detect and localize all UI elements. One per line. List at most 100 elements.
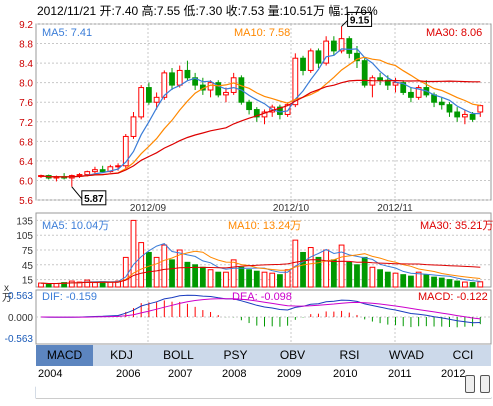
year-label: 2006 (116, 368, 141, 380)
volume-bar (199, 266, 206, 288)
year-label: 2004 (38, 368, 63, 380)
volume-bar (130, 219, 137, 288)
candle-body (415, 87, 422, 98)
macd-dea-label: DEA: -0.098 (232, 291, 292, 303)
volume-bar (253, 270, 260, 288)
candle-body (400, 82, 407, 93)
range-handle-right[interactable] (480, 375, 490, 393)
candle-body (107, 166, 114, 173)
volume-bar (269, 272, 276, 288)
tab-obv[interactable]: OBV (279, 348, 306, 362)
candle-body (300, 57, 306, 71)
volume-tick-label: 45 (22, 261, 34, 272)
candle-body (76, 174, 83, 177)
candle-body (99, 169, 106, 173)
indicator-tab-bar: MACD KDJ BOLL PSY OBV RSI WVAD CCI (36, 345, 491, 366)
candle-body (369, 77, 376, 86)
tab-cci[interactable]: CCI (452, 348, 474, 362)
range-handle-left[interactable] (465, 375, 475, 393)
candle-body (446, 104, 453, 113)
price-ma10-label: MA10: 7.58 (234, 27, 291, 39)
timeline-scroller[interactable]: 2004 2006 2007 2008 2009 2010 2011 2012 (36, 366, 491, 399)
price-tick-label: 5.6 (19, 196, 33, 207)
volume-tick-label: 15 (22, 276, 34, 287)
candle-body (408, 91, 414, 98)
tab-rsi[interactable]: RSI (339, 348, 360, 362)
volume-bar (122, 256, 129, 288)
volume-bar (92, 282, 98, 288)
candle-body (92, 169, 98, 173)
candle-body (161, 72, 168, 98)
price-panel-frame (35, 23, 492, 201)
low-price-callout: 5.87 (84, 194, 104, 205)
volume-bar (315, 256, 322, 288)
volume-bar (400, 274, 407, 288)
volume-bar (161, 244, 168, 288)
volume-bar (346, 261, 353, 288)
candle-body (454, 111, 461, 118)
volume-bar (68, 280, 75, 288)
volume-ma5-label: MA5: 10.04万 (42, 220, 110, 232)
volume-unit-label: x (4, 283, 9, 294)
volume-bar (76, 281, 83, 288)
candle-body (122, 135, 129, 167)
ma10-line (40, 56, 481, 178)
tab-boll[interactable]: BOLL (163, 348, 194, 362)
volume-tick-label: 135 (16, 216, 33, 227)
volume-bars (38, 219, 484, 288)
low-price-callout-box (81, 190, 107, 206)
candle-body (361, 60, 368, 86)
volume-bar (277, 274, 283, 288)
volume-bar (454, 280, 461, 288)
candle-body (338, 38, 345, 52)
macd-tick-label: 0.000 (8, 313, 33, 324)
price-tick-label: 6.4 (19, 157, 33, 168)
volume-bar (261, 271, 268, 288)
volume-bar (307, 247, 314, 288)
volume-bar (192, 264, 199, 288)
tab-kdj[interactable]: KDJ (110, 348, 133, 362)
candle-body (176, 69, 183, 86)
volume-tick-label: 75 (22, 246, 34, 257)
price-candles: 9.15 5.87 (38, 11, 484, 206)
volume-bar (431, 276, 437, 288)
price-ma30-label: MA30: 8.06 (426, 27, 483, 39)
high-price-callout-box (347, 11, 373, 27)
volume-bar (392, 272, 399, 288)
price-tick-label: 6.8 (19, 137, 33, 148)
volume-bar (53, 283, 60, 288)
candle-body (284, 104, 291, 115)
candle-body (292, 57, 299, 106)
volume-bar (384, 271, 391, 288)
volume-bar (146, 251, 152, 288)
axis-ticks: 9.2 8.8 8.4 8.0 7.6 7.2 6.8 6.4 6.0 5.6 2012/09 201… (2, 20, 413, 345)
volume-bar (330, 259, 337, 288)
year-label: 2012 (441, 368, 466, 380)
candle-body (130, 116, 137, 137)
volume-ma10-label: MA10: 13.24万 (228, 220, 302, 232)
year-label: 2007 (168, 368, 193, 380)
macd-chart (40, 294, 481, 328)
volume-bar (38, 282, 44, 288)
candle-body (146, 87, 152, 103)
volume-bar (169, 259, 175, 288)
candle-body (246, 101, 252, 111)
price-tick-label: 8.8 (19, 40, 33, 51)
volume-bar (369, 266, 376, 288)
tab-psy[interactable]: PSY (223, 348, 248, 362)
year-label: 2011 (388, 368, 412, 380)
candle-body (138, 87, 145, 118)
tab-macd[interactable]: MACD (36, 345, 93, 366)
high-price-callout-pointer (341, 20, 348, 27)
year-label: 2008 (222, 368, 247, 380)
volume-bar (323, 249, 330, 288)
volume-bar (469, 282, 476, 288)
volume-bar (338, 244, 345, 288)
volume-unit-label: 万 (2, 293, 12, 304)
candle-body (438, 101, 445, 106)
candle-body (307, 50, 314, 71)
candle-body (323, 40, 330, 64)
candle-body (215, 82, 222, 96)
tab-wvad[interactable]: WVAD (388, 348, 425, 362)
volume-ma10-line (40, 250, 481, 284)
